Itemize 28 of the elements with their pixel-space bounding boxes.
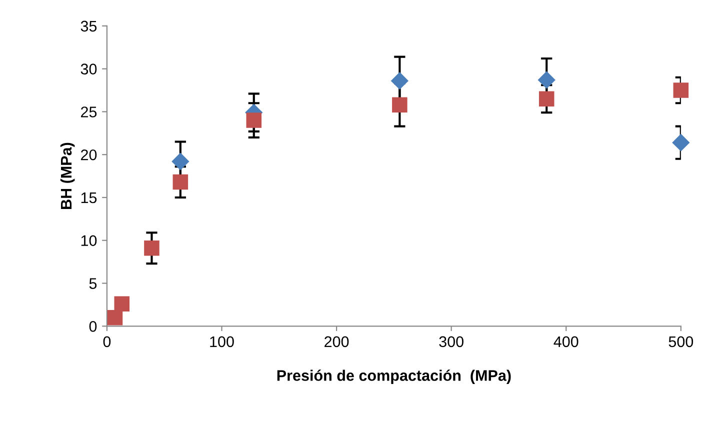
point xyxy=(391,72,408,90)
point xyxy=(673,82,689,98)
x-tick-label: 100 xyxy=(210,336,234,348)
y-tick-label: 25 xyxy=(81,106,97,118)
y-tick-label: 30 xyxy=(80,64,97,74)
point xyxy=(672,134,690,152)
point xyxy=(172,174,188,190)
y-tick-label: 5 xyxy=(89,278,97,289)
point xyxy=(538,91,554,106)
point xyxy=(107,310,123,326)
point xyxy=(144,240,160,256)
x-tick-label: 400 xyxy=(554,336,578,348)
y-axis-title: BH (MPa) xyxy=(60,142,75,209)
point xyxy=(246,112,262,128)
point xyxy=(538,71,556,89)
y-tick-label: 10 xyxy=(81,235,97,246)
y-tick-label: 15 xyxy=(81,192,97,204)
x-tick-label: 200 xyxy=(324,336,349,348)
point xyxy=(172,152,189,170)
y-tick-label: 0 xyxy=(89,321,97,332)
x-tick-label: 300 xyxy=(439,336,464,348)
y-tick-label: 35 xyxy=(80,20,97,32)
x-axis-title: Presión de compactación (MPa) xyxy=(277,370,511,384)
point xyxy=(114,296,130,312)
point xyxy=(392,97,408,112)
x-tick-label: 500 xyxy=(668,336,694,348)
y-tick-label: 20 xyxy=(81,149,97,160)
x-tick-label: 0 xyxy=(103,336,111,348)
